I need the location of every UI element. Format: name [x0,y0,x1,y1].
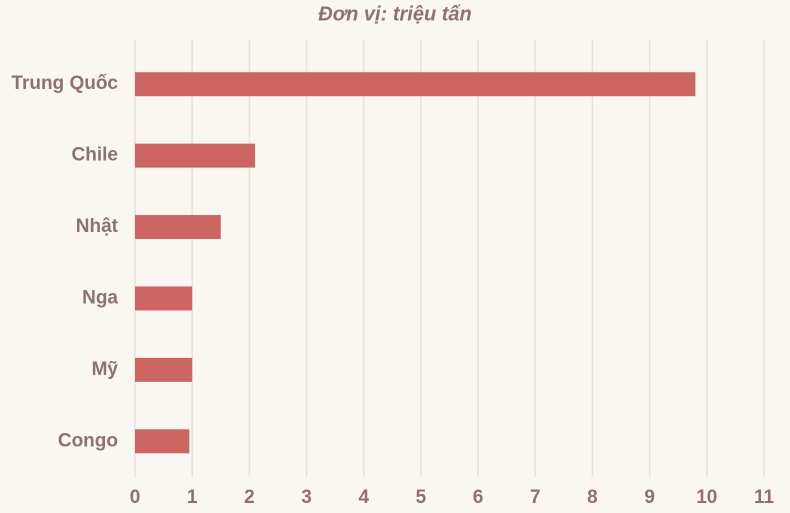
bar [135,357,193,382]
bar [135,143,256,168]
x-tick-label: 1 [187,487,198,508]
y-tick-label: Congo [58,430,118,451]
x-tick-label: 3 [301,487,312,508]
y-tick-label: Trung Quốc [11,73,118,94]
y-tick-label: Chile [72,145,118,166]
x-tick-label: 6 [473,487,484,508]
bar [135,72,696,97]
x-tick-label: 4 [358,487,369,508]
x-tick-label: 10 [696,487,717,508]
bar [135,429,190,454]
x-tick-label: 8 [587,487,598,508]
y-tick-label: Mỹ [92,359,119,380]
chart-title: Đơn vị: triệu tấn [318,3,471,25]
x-tick-label: 7 [530,487,541,508]
x-tick-label: 5 [416,487,427,508]
x-tick-label: 9 [644,487,655,508]
x-tick-label: 2 [244,487,255,508]
x-tick-label: 11 [754,487,775,508]
y-tick-label: Nhật [76,216,119,237]
y-tick-label: Nga [82,287,118,308]
bar [135,215,221,240]
bar [135,286,193,311]
x-tick-label: 0 [130,487,141,508]
